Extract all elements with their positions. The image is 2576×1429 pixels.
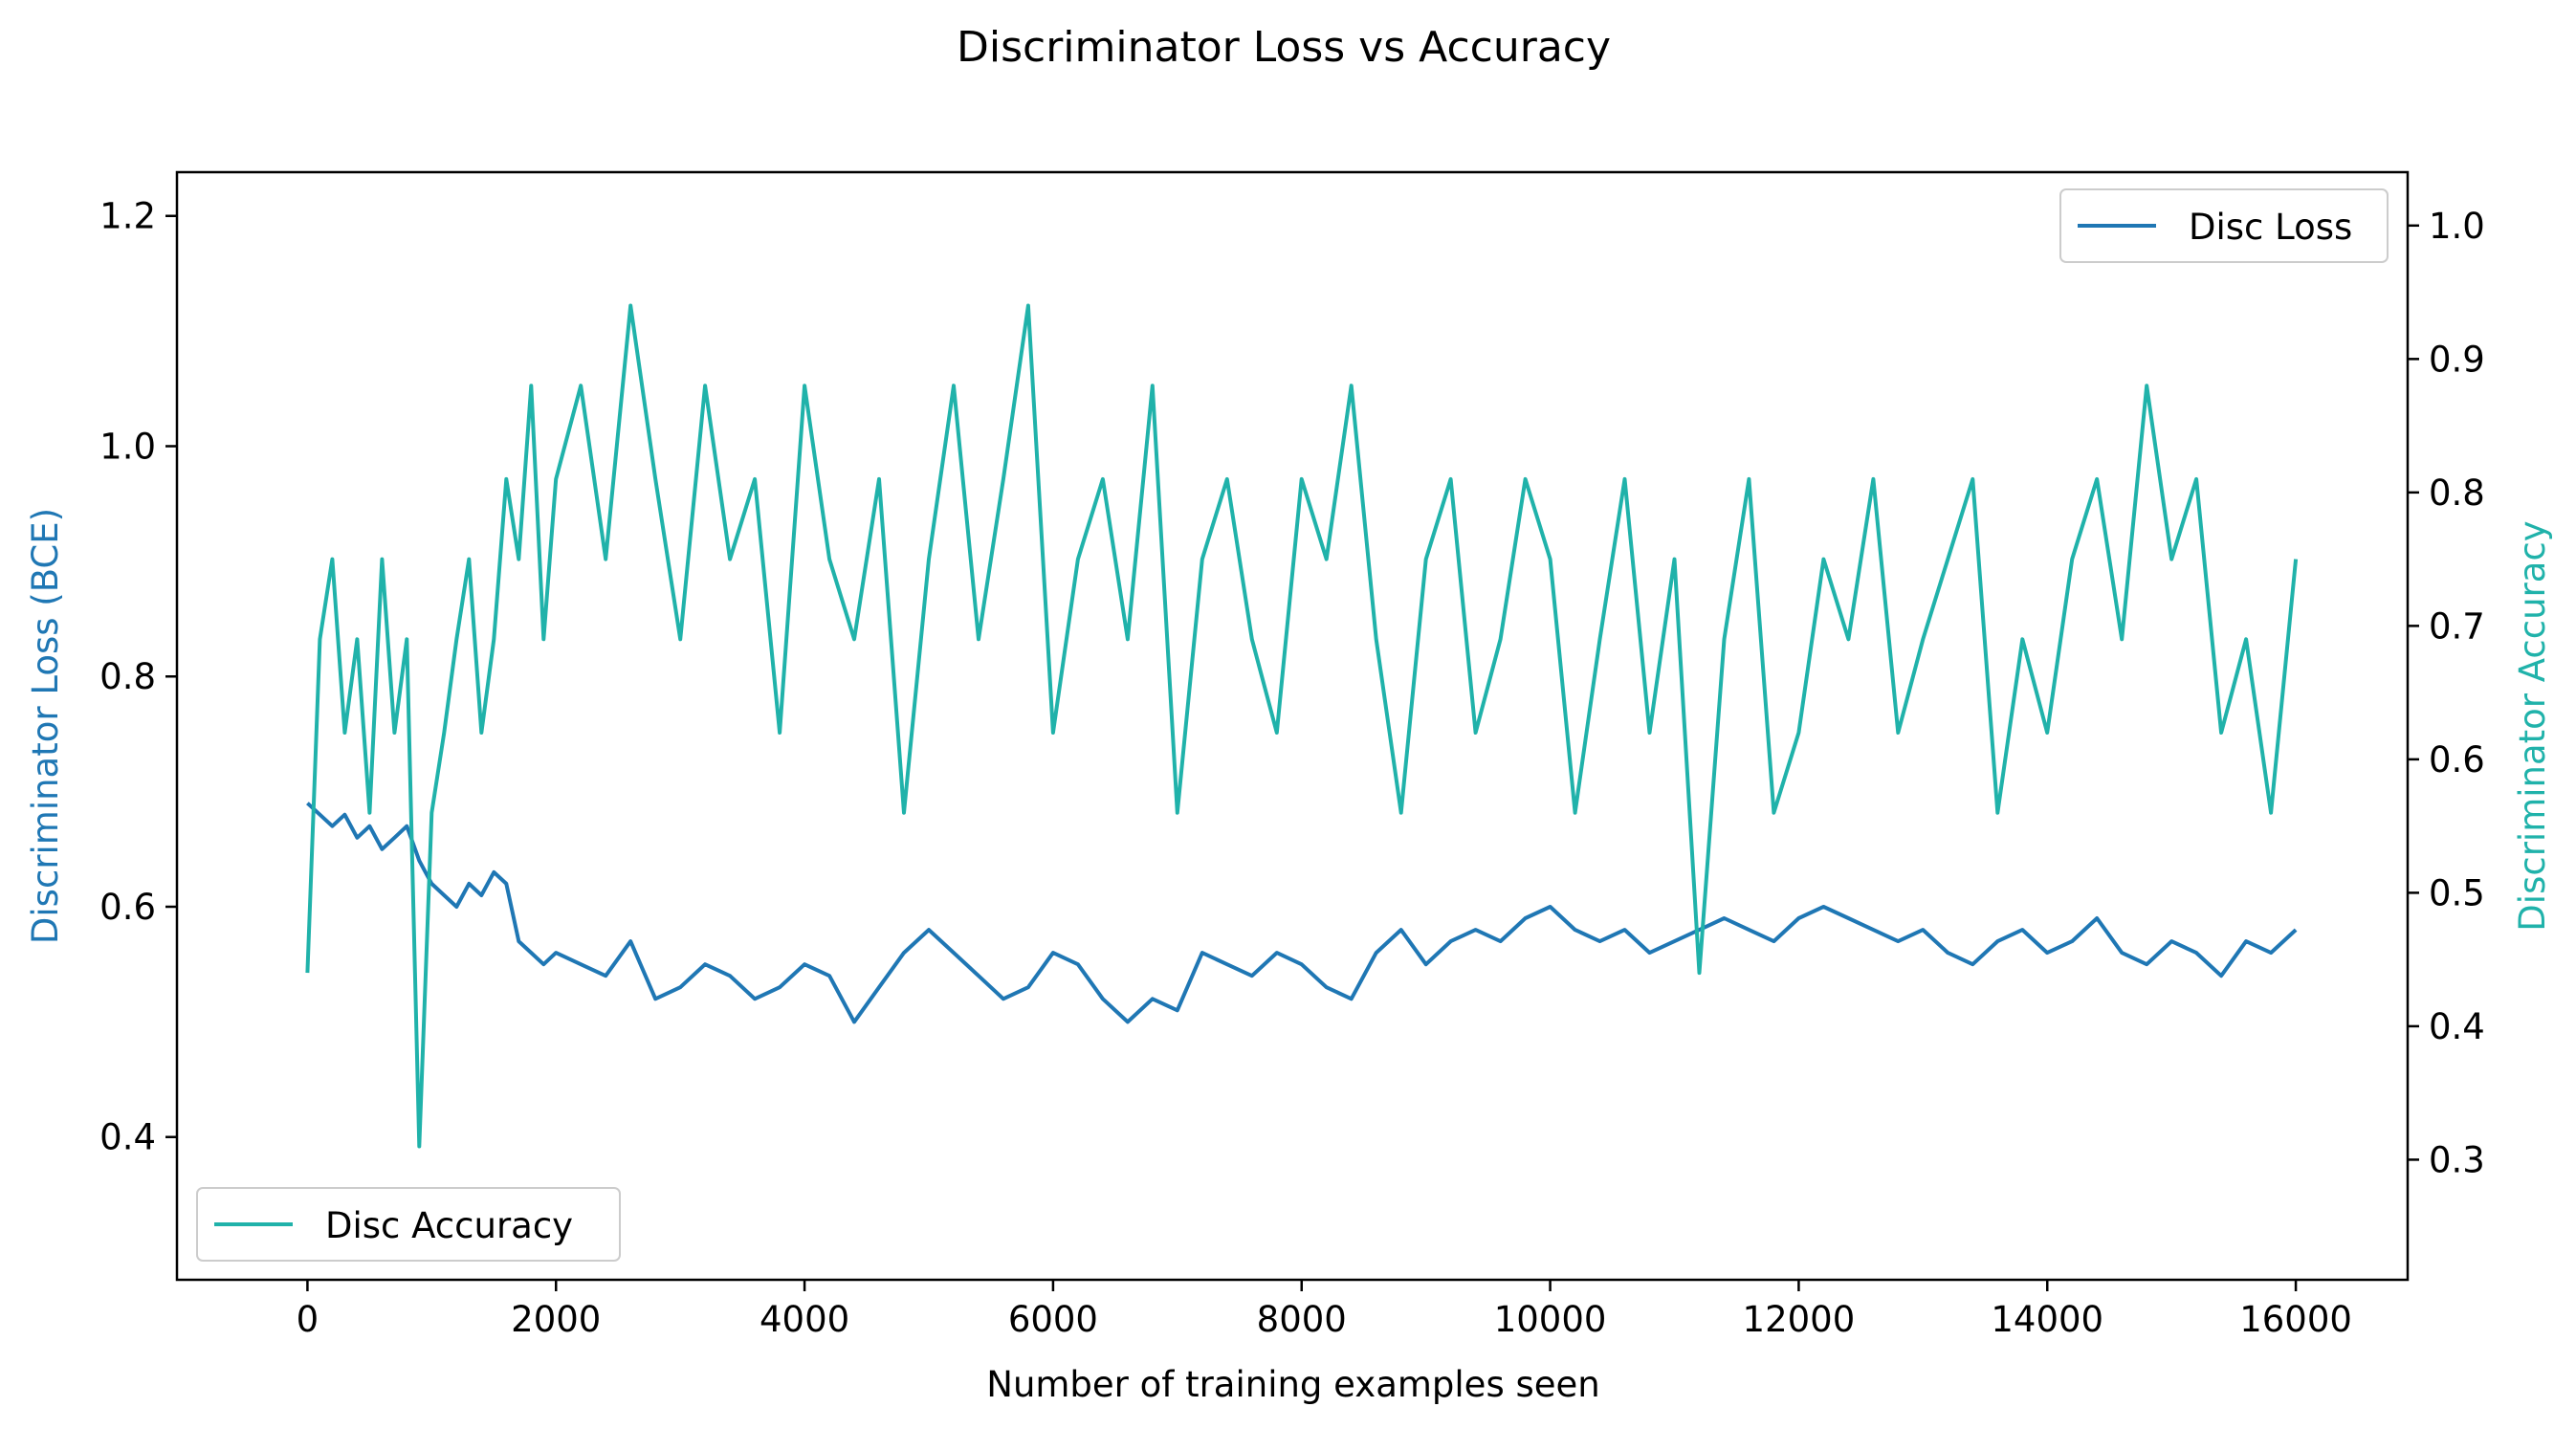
y-left-tick-label: 0.4 bbox=[99, 1117, 156, 1158]
x-tick-label: 8000 bbox=[1257, 1299, 1347, 1340]
legend-loss-box bbox=[2059, 188, 2389, 263]
series-line-disc-accuracy bbox=[305, 303, 2299, 1149]
series-line-disc-loss bbox=[306, 802, 2298, 1024]
y-right-tick-label: 0.7 bbox=[2429, 605, 2485, 647]
x-tick-label: 0 bbox=[297, 1299, 319, 1340]
x-tick-label: 10000 bbox=[1494, 1299, 1607, 1340]
y-axis-left-label: Discriminator Loss (BCE) bbox=[25, 508, 66, 944]
x-tick-label: 16000 bbox=[2239, 1299, 2352, 1340]
y-left-tick-label: 1.2 bbox=[99, 196, 156, 237]
x-axis-label: Number of training examples seen bbox=[986, 1364, 1599, 1405]
y-right-tick-label: 0.8 bbox=[2429, 473, 2485, 514]
y-right-tick-label: 0.4 bbox=[2429, 1006, 2485, 1047]
y-right-tick-label: 0.6 bbox=[2429, 739, 2485, 780]
legend-accuracy: Disc Accuracy bbox=[196, 1187, 621, 1262]
y-left-tick-label: 1.0 bbox=[99, 426, 156, 467]
chart-title: Discriminator Loss vs Accuracy bbox=[957, 23, 1611, 72]
legend-accuracy-box bbox=[196, 1187, 621, 1262]
y-right-tick-label: 0.5 bbox=[2429, 872, 2485, 913]
x-tick-label: 14000 bbox=[1991, 1299, 2103, 1340]
y-right-tick-label: 0.3 bbox=[2429, 1139, 2485, 1180]
x-tick-label: 6000 bbox=[1008, 1299, 1098, 1340]
y-left-tick-label: 0.6 bbox=[99, 887, 156, 928]
plot-background bbox=[177, 172, 2408, 1280]
y-axis-left: 0.4 0.6 0.8 1.0 1.2 bbox=[99, 196, 177, 1158]
x-tick-label: 2000 bbox=[511, 1299, 601, 1340]
plot-frame bbox=[175, 170, 2410, 1282]
x-axis: 0 2000 4000 6000 8000 10000 12000 14000 16000 bbox=[297, 1280, 2352, 1340]
plot-area bbox=[175, 170, 2410, 1282]
y-axis-right: 0.3 0.4 0.5 0.6 0.7 0.8 0.9 1.0 bbox=[2408, 206, 2485, 1180]
x-tick-label: 4000 bbox=[760, 1299, 849, 1340]
legend-loss: Disc Loss bbox=[2059, 188, 2389, 263]
x-tick-label: 12000 bbox=[1743, 1299, 1856, 1340]
y-right-tick-label: 1.0 bbox=[2429, 206, 2485, 247]
y-left-tick-label: 0.8 bbox=[99, 656, 156, 697]
y-right-tick-label: 0.9 bbox=[2429, 339, 2485, 380]
legend-loss-label: Disc Loss bbox=[2189, 207, 2352, 248]
legend-accuracy-label: Disc Accuracy bbox=[325, 1205, 573, 1246]
y-axis-right-label: Discriminator Accuracy bbox=[2512, 520, 2553, 931]
series-layer bbox=[305, 303, 2299, 1149]
